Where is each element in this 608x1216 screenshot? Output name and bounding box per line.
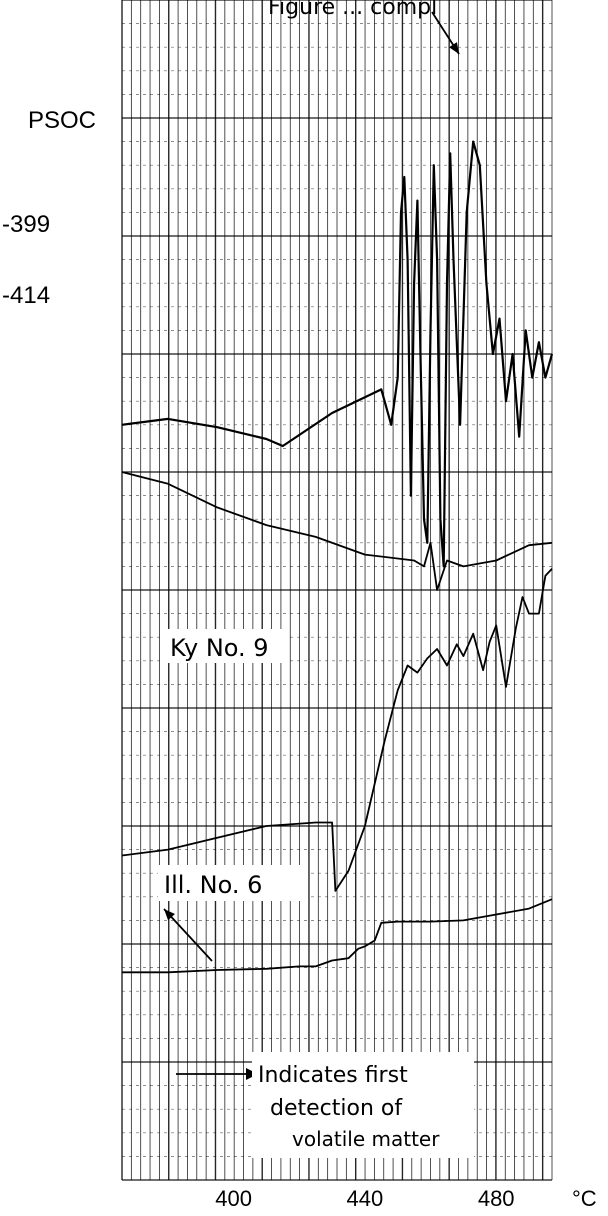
x-tick-label: 440 bbox=[347, 1186, 384, 1211]
ky-label-bg bbox=[164, 629, 288, 663]
series-label-414: -414 bbox=[2, 282, 50, 309]
series-label-399: -399 bbox=[2, 211, 50, 238]
arrows-layer bbox=[163, 11, 460, 1080]
series-label-ky-no-9: Ky No. 9 bbox=[170, 634, 269, 662]
x-tick-label: 400 bbox=[215, 1186, 252, 1211]
series-line-1 bbox=[121, 471, 553, 591]
series-line-0 bbox=[121, 140, 554, 568]
series-label-ill-no-6: Ill. No. 6 bbox=[164, 871, 262, 899]
series-line-2 bbox=[121, 568, 553, 892]
arrow-first-detection-ill bbox=[163, 908, 213, 962]
annotation-bg bbox=[252, 1052, 474, 1158]
annotation-line-1: Indicates first bbox=[258, 1063, 408, 1088]
annotation-line-3: volatile matter bbox=[292, 1127, 440, 1151]
x-tick-label: 480 bbox=[478, 1186, 515, 1211]
annotation-line-2: detection of bbox=[270, 1096, 403, 1121]
series-label-psoc: PSOC bbox=[28, 107, 96, 134]
ill-label-bg bbox=[158, 865, 308, 901]
arrow-first-detection-top-head bbox=[449, 42, 459, 54]
header-fragment: Figure ... compl bbox=[268, 0, 437, 20]
grid-major bbox=[122, 0, 552, 1181]
x-tick-labels: 400 440 480 bbox=[215, 1186, 514, 1211]
arrow-first-detection-ill-head bbox=[164, 909, 175, 921]
series-line-3 bbox=[122, 898, 553, 974]
series-layer bbox=[121, 140, 554, 974]
psoc-label-bg bbox=[24, 99, 120, 135]
x-axis-label: °C bbox=[572, 1186, 597, 1211]
